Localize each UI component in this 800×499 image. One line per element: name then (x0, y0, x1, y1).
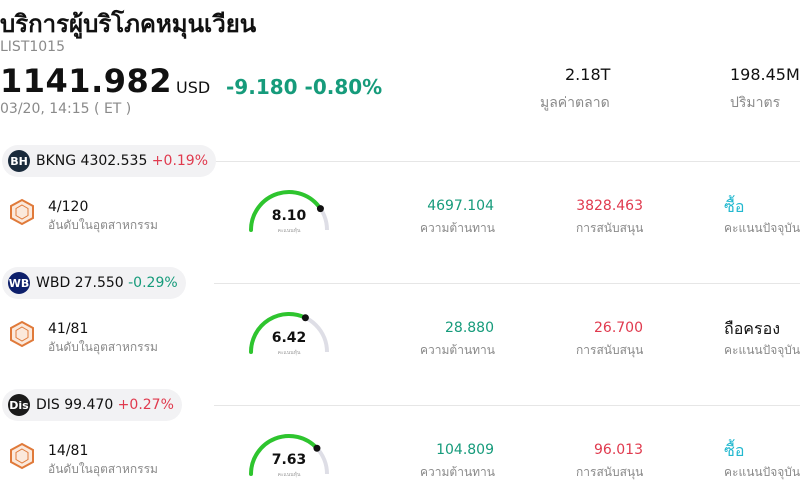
industry-rank-label: อันดับในอุตสาหกรรม (48, 462, 158, 476)
stock-score-gauge (244, 432, 334, 482)
industry-rank-label: อันดับในอุตสาหกรรม (48, 218, 158, 232)
industry-hexagon-icon (8, 198, 36, 226)
support-value: 26.700 (594, 320, 643, 336)
disney-logo-icon: Dis (8, 394, 30, 416)
list-code: LIST1015 (0, 39, 65, 55)
industry-rank: 14/81 (48, 443, 89, 459)
stock-score-value: 7.63 (271, 452, 307, 468)
industry-rank-label: อันดับในอุตสาหกรรม (48, 340, 158, 354)
support-label: การสนับสนุน (576, 465, 644, 479)
volume-value: 198.45M (730, 65, 800, 84)
gauge-marker (316, 205, 324, 213)
support-value: 3828.463 (576, 198, 643, 214)
timestamp: 03/20, 14:15 ( ET ) (0, 101, 132, 117)
stock-score-label: คะแนนหุ้น (277, 472, 301, 478)
current-rating-label: คะแนนปัจจุบัน (724, 465, 800, 479)
stock-chip-bkng[interactable]: BH BKNG 4302.535 +0.19% (2, 145, 217, 177)
stock-score-value: 6.42 (271, 330, 307, 346)
change-value: -9.180 (226, 75, 298, 99)
gauge-fill (249, 434, 319, 476)
volume-label: ปริมาตร (730, 95, 781, 111)
current-rating[interactable]: ซื้อ (724, 197, 745, 216)
market-cap-value: 2.18T (565, 65, 611, 84)
resistance-value: 4697.104 (427, 198, 494, 214)
stock-score-gauge (244, 188, 334, 238)
gauge-fill (249, 312, 308, 354)
warner-logo-icon: WB (8, 272, 30, 294)
gauge-marker (301, 314, 309, 322)
change-percent: -0.80% (304, 75, 383, 99)
ticker-label: DIS 99.470 (36, 397, 114, 413)
section-divider (214, 161, 800, 162)
industry-hexagon-icon (8, 320, 36, 348)
gauge-marker (313, 444, 321, 452)
resistance-value: 104.809 (436, 442, 494, 458)
market-cap-label: มูลค่าตลาด (540, 95, 610, 111)
score-gauge (249, 312, 329, 354)
resistance-label: ความต้านทาน (420, 465, 495, 479)
current-rating[interactable]: ซื้อ (724, 441, 745, 460)
price-change: -9.180 -0.80% (226, 75, 382, 99)
booking-logo-icon: BH (8, 150, 30, 172)
gauge-fill (249, 190, 323, 232)
resistance-value: 28.880 (445, 320, 494, 336)
resistance-label: ความต้านทาน (420, 343, 495, 357)
score-gauge (249, 434, 329, 476)
score-gauge (249, 190, 329, 232)
current-rating-label: คะแนนปัจจุบัน (724, 343, 800, 357)
page-title: บริการผู้บริโภคหมุนเวียน (0, 10, 257, 38)
stock-score-label: คะแนนหุ้น (277, 350, 301, 356)
stock-score-value: 8.10 (271, 208, 307, 224)
current-rating-label: คะแนนปัจจุบัน (724, 221, 800, 235)
currency-label: USD (176, 78, 211, 97)
support-label: การสนับสนุน (576, 221, 644, 235)
stock-score-label: คะแนนหุ้น (277, 228, 301, 234)
current-rating[interactable]: ถือครอง (724, 319, 781, 338)
ticker-label: WBD 27.550 (36, 275, 124, 291)
industry-rank: 41/81 (48, 321, 89, 337)
stock-score-gauge (244, 310, 334, 360)
index-price: 1141.982 (0, 62, 173, 100)
stock-chip-wbd[interactable]: WB WBD 27.550 -0.29% (2, 267, 186, 299)
industry-hexagon-icon (8, 442, 36, 470)
section-divider (214, 405, 800, 406)
ticker-change: -0.29% (123, 275, 178, 291)
support-value: 96.013 (594, 442, 643, 458)
resistance-label: ความต้านทาน (420, 221, 495, 235)
support-label: การสนับสนุน (576, 343, 644, 357)
industry-rank: 4/120 (48, 199, 89, 215)
section-divider (214, 283, 800, 284)
ticker-change: +0.19% (147, 153, 209, 169)
ticker-label: BKNG 4302.535 (36, 153, 148, 169)
stock-chip-dis[interactable]: Dis DIS 99.470 +0.27% (2, 389, 182, 421)
ticker-change: +0.27% (113, 397, 174, 413)
